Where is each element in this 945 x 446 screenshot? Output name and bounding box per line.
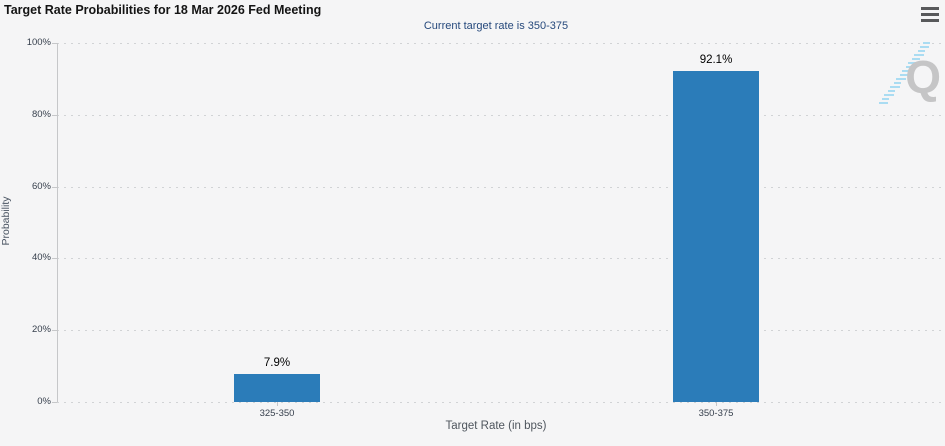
gridline bbox=[57, 187, 941, 188]
x-tick-label: 350-375 bbox=[698, 408, 734, 419]
gridline bbox=[57, 258, 941, 259]
y-axis-tick bbox=[52, 43, 57, 44]
y-axis-tick bbox=[52, 330, 57, 331]
bar bbox=[234, 374, 320, 402]
gridline bbox=[57, 115, 941, 116]
page-title: Target Rate Probabilities for 18 Mar 202… bbox=[4, 3, 322, 17]
hamburger-bar bbox=[921, 19, 939, 22]
y-axis-line bbox=[57, 43, 58, 402]
hamburger-bar bbox=[921, 7, 939, 10]
y-tick-label: 60% bbox=[31, 181, 51, 192]
x-axis-title: Target Rate (in bps) bbox=[445, 420, 547, 432]
bar bbox=[673, 71, 759, 402]
y-tick-label: 100% bbox=[26, 37, 51, 48]
y-axis-tick bbox=[52, 115, 57, 116]
gridline bbox=[57, 402, 941, 403]
bar-value-label: 7.9% bbox=[263, 357, 291, 369]
x-axis-tick bbox=[716, 402, 717, 406]
quikstrike-watermark: Q bbox=[877, 40, 943, 110]
hamburger-menu-icon[interactable] bbox=[920, 6, 940, 23]
q-logo: Q bbox=[905, 51, 941, 103]
speed-dashes-icon bbox=[879, 42, 930, 104]
chart-subtitle: Current target rate is 350-375 bbox=[423, 20, 569, 32]
y-tick-label: 80% bbox=[31, 109, 51, 120]
y-axis-title: Probability bbox=[0, 196, 12, 246]
gridline bbox=[57, 43, 941, 44]
y-tick-label: 40% bbox=[31, 252, 51, 263]
y-axis-tick bbox=[52, 187, 57, 188]
y-tick-label: 0% bbox=[37, 396, 51, 407]
x-tick-label: 325-350 bbox=[259, 408, 295, 419]
y-axis-tick bbox=[52, 258, 57, 259]
hamburger-bar bbox=[921, 13, 939, 16]
y-tick-label: 20% bbox=[31, 324, 51, 335]
gridline bbox=[57, 330, 941, 331]
y-axis-tick bbox=[52, 402, 57, 403]
bar-value-label: 92.1% bbox=[699, 54, 733, 66]
x-axis-tick bbox=[277, 402, 278, 406]
